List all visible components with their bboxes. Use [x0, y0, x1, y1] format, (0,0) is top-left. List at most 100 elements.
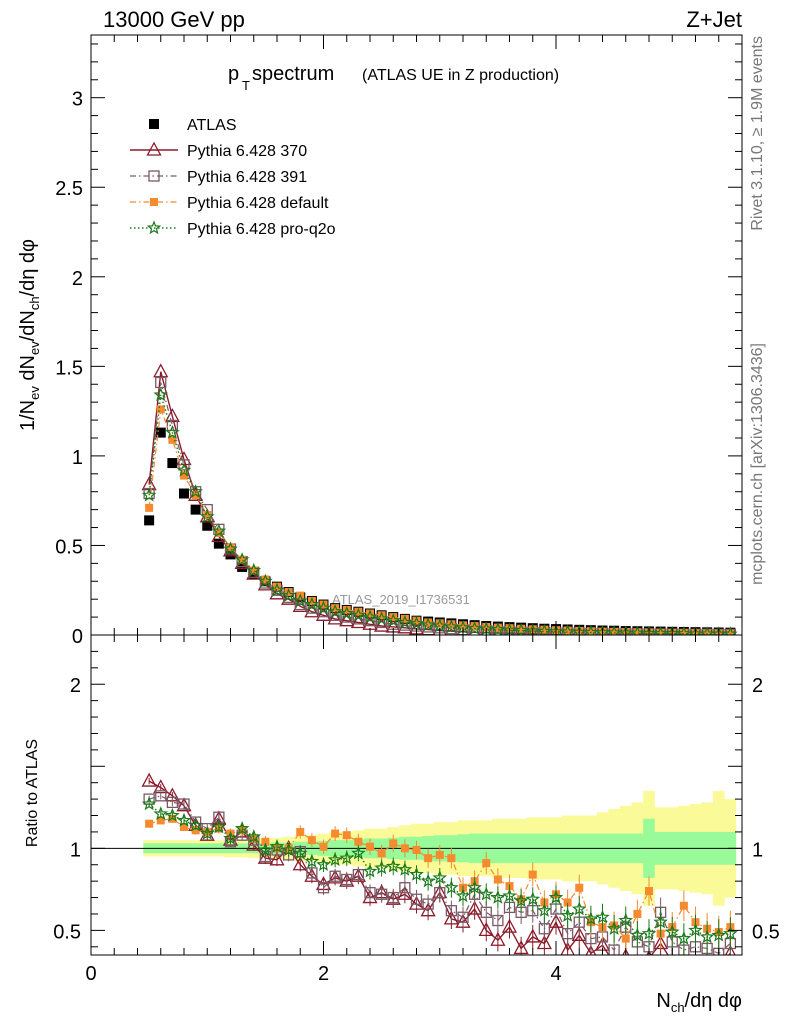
ratio-point-pq2o	[571, 901, 587, 916]
ratio-point-p391	[561, 928, 574, 940]
ratio-point-p370	[490, 931, 506, 946]
header-energy-label: 13000 GeV pp	[103, 7, 245, 32]
point-pq2o	[223, 541, 238, 556]
point-pdef	[470, 622, 479, 631]
ratio-point-pq2o	[676, 930, 692, 945]
point-pdef	[540, 625, 549, 634]
point-pdef	[412, 616, 421, 625]
point-pq2o	[281, 587, 296, 602]
ratio-point-p370	[141, 772, 157, 787]
point-pdef	[342, 605, 351, 614]
title-main: p	[228, 63, 239, 85]
ratio-point-p391	[445, 905, 458, 917]
ratio-point-pq2o	[211, 819, 227, 834]
ratio-point-p370	[724, 944, 736, 955]
y-tick-label: 1	[72, 447, 83, 469]
title-main-2: spectrum	[252, 63, 334, 85]
ratio-point-p391	[364, 886, 376, 899]
point-pq2o	[676, 626, 692, 635]
y-tick-label: 2.5	[55, 178, 83, 200]
ratio-point-pdef	[482, 859, 491, 868]
point-pdef	[389, 613, 398, 622]
point-pq2o	[630, 625, 645, 635]
point-p391	[155, 376, 167, 389]
ratio-point-p370	[536, 935, 552, 950]
ratio-point-pdef	[633, 909, 642, 918]
ratio-point-pdef	[435, 850, 444, 859]
point-pdef	[377, 611, 386, 620]
point-p370	[327, 610, 343, 625]
point-p370	[350, 614, 366, 629]
ratio-point-p370	[571, 926, 587, 941]
point-pdef	[156, 405, 165, 414]
ratio-point-pq2o	[199, 825, 215, 840]
ratio-line-pdef	[148, 818, 731, 940]
point-pq2o	[234, 552, 250, 566]
ratio-point-pq2o	[653, 914, 668, 929]
point-pq2o	[374, 611, 389, 626]
legend-marker	[146, 220, 162, 235]
ratio-point-pq2o	[153, 806, 169, 821]
point-pq2o	[211, 523, 227, 538]
ratio-point-p370	[257, 849, 273, 864]
ratio-point-pq2o	[351, 845, 366, 860]
ratio-point-pq2o	[223, 830, 238, 845]
ratio-point-pq2o	[688, 922, 703, 937]
ratio-point-pq2o	[548, 889, 564, 904]
point-pq2o	[723, 626, 738, 635]
point-pdef	[145, 503, 154, 512]
ratio-point-pq2o	[362, 863, 378, 878]
legend-item-p370: Pythia 6.428 370	[130, 141, 307, 160]
ratio-point-pq2o	[246, 829, 262, 844]
ratio-point-pdef	[563, 898, 572, 907]
ratio-point-p370	[304, 867, 320, 882]
point-pq2o	[199, 509, 215, 523]
ratio-point-pq2o	[630, 927, 645, 942]
point-atlas	[213, 538, 224, 549]
point-p370	[374, 617, 390, 632]
point-pq2o	[641, 625, 657, 635]
ratio-point-pq2o	[165, 807, 180, 822]
y-tick-label: 3	[72, 89, 83, 111]
ratio-series-pq2o	[141, 796, 738, 954]
ratio-point-p391	[375, 888, 388, 900]
point-pdef	[331, 604, 340, 613]
ratio-y-tick-label-right: 1	[752, 839, 763, 861]
ratio-y-tick-label: 0.5	[53, 921, 81, 943]
point-p370	[339, 612, 355, 627]
legend-marker	[146, 141, 162, 156]
point-pdef	[203, 511, 212, 519]
ratio-point-pdef	[354, 837, 363, 846]
legend-marker	[150, 198, 158, 206]
point-pq2o	[467, 621, 482, 635]
ratio-point-p391	[317, 882, 330, 894]
ratio-point-p391	[422, 898, 434, 910]
ratio-point-pq2o	[385, 858, 401, 873]
point-pq2o	[490, 621, 506, 635]
point-pq2o	[351, 607, 366, 622]
ratio-point-p391	[457, 911, 469, 923]
ratio-point-pdef	[145, 819, 154, 828]
point-atlas	[155, 427, 166, 438]
ratio-ticks	[90, 635, 743, 955]
ratio-point-pq2o	[327, 852, 343, 867]
series-line-pq2o	[148, 394, 731, 635]
ratio-point-pq2o	[281, 842, 296, 857]
point-atlas	[190, 504, 201, 515]
ratio-point-pdef	[621, 934, 630, 943]
ratio-point-p370	[695, 954, 696, 955]
ratio-point-p370	[501, 918, 518, 933]
point-pdef	[319, 600, 328, 609]
ratio-point-pq2o	[490, 889, 506, 904]
ratio-point-pq2o	[188, 817, 203, 832]
ratio-point-pdef	[412, 845, 421, 854]
ratio-point-pdef	[528, 870, 537, 879]
ratio-point-p370	[671, 953, 674, 955]
point-pq2o	[339, 605, 355, 620]
legend-marker	[149, 119, 159, 129]
point-pdef	[726, 629, 735, 635]
legend-item-pq2o: Pythia 6.428 pro-q2o	[130, 220, 336, 238]
main-panel: 0 0.5 1 1.5 2 2.5 3	[55, 34, 743, 648]
point-pq2o	[258, 573, 273, 588]
